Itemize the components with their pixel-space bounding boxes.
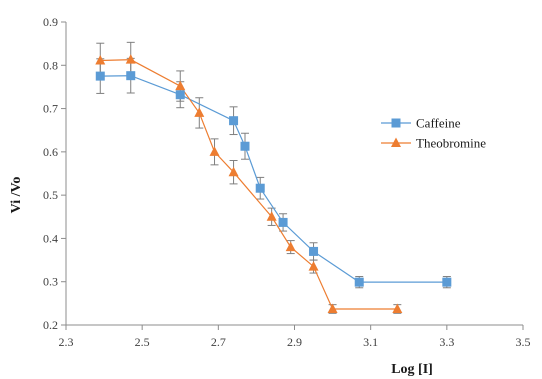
theobromine-data-point [175, 80, 186, 91]
caffeine-data-point [278, 217, 288, 227]
legend-marker-caffeine [391, 118, 401, 128]
theobromine-data-point [266, 211, 277, 221]
caffeine-data-point [126, 71, 136, 81]
caffeine-data-point [309, 246, 319, 256]
caffeine-data-point [442, 277, 452, 287]
theobromine-series-line [100, 59, 398, 310]
x-tick-label: 2.3 [59, 335, 74, 349]
theobromine-data-point [194, 107, 205, 117]
legend-item-caffeine: Caffeine [381, 116, 461, 131]
series-markers [95, 54, 452, 313]
theobromine-data-point [392, 303, 403, 313]
theobromine-data-point [125, 54, 136, 64]
caffeine-data-point [255, 183, 265, 193]
x-tick-label: 3.5 [516, 335, 531, 349]
y-tick-label: 0.3 [43, 275, 58, 289]
y-tick-label: 0.7 [43, 102, 58, 116]
legend-marker-theobromine [391, 137, 401, 147]
x-tick-label: 2.7 [211, 335, 226, 349]
x-tick-label: 3.1 [363, 335, 378, 349]
caffeine-data-point [240, 141, 250, 151]
caffeine-data-point [95, 71, 105, 81]
legend-item-theobromine: Theobromine [381, 136, 486, 151]
y-axis-title: Vi /Vo [9, 177, 24, 214]
x-tick-label: 3.3 [439, 335, 454, 349]
y-tick-label: 0.9 [43, 15, 58, 29]
theobromine-data-point [228, 166, 239, 177]
theobromine-data-point [327, 303, 338, 313]
legend-label-caffeine: Caffeine [416, 116, 461, 131]
theobromine-data-point [285, 241, 296, 252]
x-tick-label: 2.9 [287, 335, 302, 349]
series-lines [100, 59, 447, 310]
x-axis-title: Log [I] [391, 362, 433, 377]
theobromine-data-point [209, 146, 220, 156]
y-tick-label: 0.5 [43, 188, 58, 202]
x-tick-label: 2.5 [135, 335, 150, 349]
caffeine-series-line [100, 75, 447, 283]
theobromine-data-point [95, 55, 106, 65]
chart-axes: 0.2 0.3 0.4 0.5 0.6 0.7 0.8 0.9 2.3 2.5 2.7 2.9 3.1 3… [43, 15, 531, 349]
caffeine-data-point [229, 116, 239, 126]
y-tick-label: 0.8 [43, 58, 58, 72]
y-tick-label: 0.2 [43, 318, 58, 332]
y-tick-label: 0.4 [43, 231, 58, 245]
legend: Caffeine Theobromine [381, 116, 486, 151]
caffeine-data-point [354, 277, 364, 287]
caffeine-data-point [175, 90, 185, 100]
legend-label-theobromine: Theobromine [416, 136, 486, 151]
y-tick-label: 0.6 [43, 145, 58, 159]
theobromine-data-point [308, 261, 319, 271]
